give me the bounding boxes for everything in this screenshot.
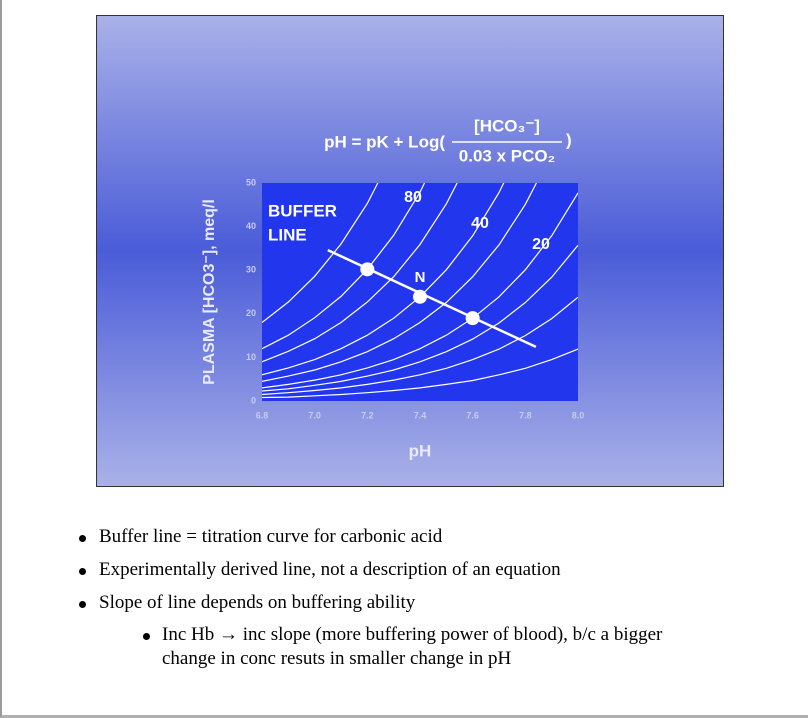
point (465, 311, 480, 326)
equation-numerator: [HCO₃⁻] (474, 116, 540, 135)
slide-figure: pH = pK + Log( [HCO₃⁻] 0.03 x PCO₂ ) pH … (96, 15, 724, 487)
bullet-text: Slope of line depends on buffering abili… (99, 592, 416, 613)
sub-bullet-text: Inc Hb → inc slope (more buffering power… (162, 624, 663, 645)
x-tick-label: 6.8 (256, 410, 269, 420)
isopleth-label: 80 (404, 189, 422, 206)
bullet-text: Experimentally derived line, not a descr… (99, 559, 561, 580)
x-tick-label: 7.6 (466, 410, 479, 420)
sub-bullet-dot (143, 633, 150, 640)
sub-bullet-text: change in conc resuts in smaller change … (162, 648, 512, 669)
x-tick-label: 8.0 (572, 410, 585, 420)
y-tick-label: 0 (251, 395, 256, 405)
buffer-line-label: BUFFER (268, 201, 337, 220)
isopleth-line (262, 348, 578, 399)
equation-right: ) (566, 130, 572, 149)
y-tick-label: 20 (246, 308, 256, 318)
bullet-text: Buffer line = titration curve for carbon… (99, 526, 443, 547)
point (360, 262, 375, 277)
isopleth-label: 20 (532, 236, 550, 253)
plot-lines (262, 183, 578, 399)
point (413, 289, 427, 304)
bullet-dot (79, 535, 86, 542)
x-tick-label: 7.2 (361, 410, 374, 420)
isopleth-line (262, 183, 426, 350)
x-tick-label: 7.8 (519, 410, 532, 420)
isopleth-line (262, 192, 578, 389)
y-tick-label: 40 (246, 221, 256, 231)
isopleth-line (262, 244, 578, 392)
y-tick-label: 50 (246, 177, 256, 187)
equation-left: pH = pK + Log( (324, 132, 445, 151)
bullet-dot (79, 568, 86, 575)
buffer-line-label: LINE (268, 225, 307, 244)
isopleth-line (262, 183, 379, 323)
y-axis-label: PLASMA [HCO3⁻], meq/l (201, 199, 218, 385)
x-axis-label: pH (409, 441, 432, 460)
y-tick-label: 30 (246, 265, 256, 275)
x-tick-label: 7.4 (414, 410, 427, 420)
isopleth-line (262, 183, 505, 376)
isopleth-line (262, 183, 538, 382)
point-label: N (415, 269, 426, 286)
isopleth-label: 40 (471, 215, 489, 232)
bullet-dot (79, 601, 86, 608)
y-tick-label: 10 (246, 352, 256, 362)
x-tick-label: 7.0 (308, 410, 321, 420)
isopleth-line (262, 296, 578, 396)
equation-denominator: 0.03 x PCO₂ (459, 146, 555, 165)
isopleth-line (262, 183, 458, 363)
